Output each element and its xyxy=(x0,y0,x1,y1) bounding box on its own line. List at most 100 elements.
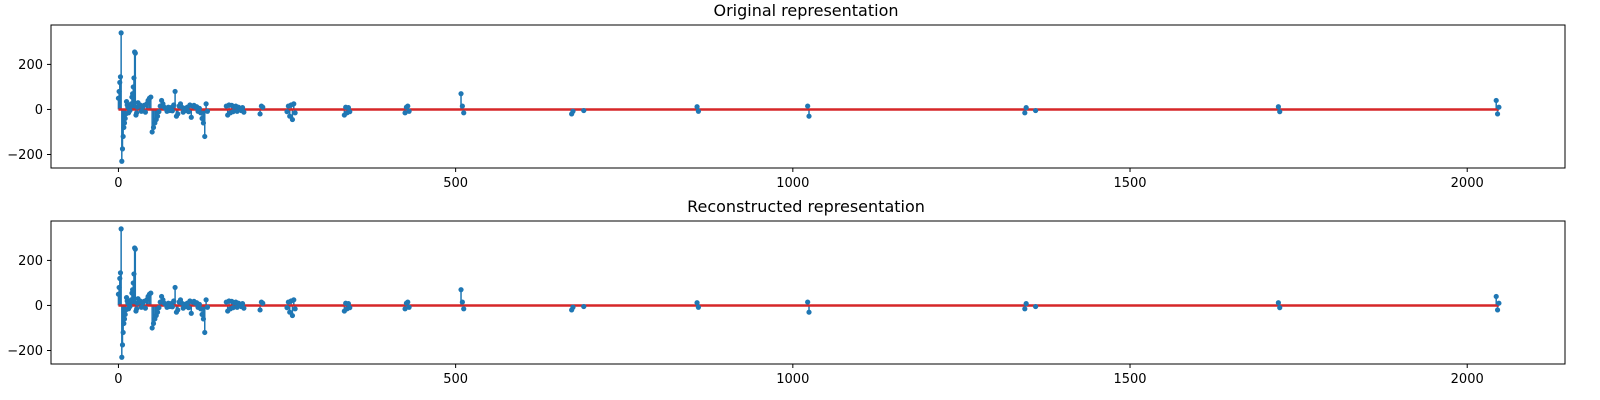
stem-marker xyxy=(1023,105,1029,111)
stem-marker xyxy=(196,105,202,111)
x-tick-label: 2000 xyxy=(1451,176,1484,191)
stem-marker xyxy=(204,304,211,310)
x-tick-label: 0 xyxy=(114,176,122,191)
stem-marker xyxy=(461,110,467,116)
stem-marker xyxy=(198,110,204,116)
stem-marker xyxy=(1277,109,1283,115)
stem-marker xyxy=(121,320,127,327)
x-tick-label: 1000 xyxy=(776,372,809,387)
stem-marker xyxy=(149,129,155,135)
stem-marker xyxy=(805,103,811,109)
stem-marker xyxy=(172,88,178,95)
stem-marker xyxy=(203,297,209,303)
y-tick-label: 200 xyxy=(18,254,43,269)
stem-marker xyxy=(241,305,247,311)
stem-marker xyxy=(122,115,128,122)
stem-marker xyxy=(1494,111,1501,117)
stem-marker xyxy=(185,109,192,115)
stem-marker xyxy=(115,291,122,297)
stem-marker xyxy=(1493,97,1499,104)
stem-marker xyxy=(116,284,122,291)
stem-marker xyxy=(458,287,464,293)
stem-marker xyxy=(459,103,465,109)
stem-marker xyxy=(200,316,207,322)
stem-marker xyxy=(138,108,144,114)
stem-marker xyxy=(154,309,161,315)
stem-marker xyxy=(292,306,298,312)
stem-marker xyxy=(1022,110,1028,116)
stem-marker xyxy=(289,116,296,123)
axes-frame xyxy=(50,24,1566,169)
stem-marker xyxy=(156,109,162,115)
stem-marker xyxy=(119,354,125,360)
stem-marker xyxy=(148,290,154,296)
stem-marker xyxy=(257,111,263,117)
stem-marker xyxy=(203,101,209,107)
y-tick-label: −200 xyxy=(7,344,43,359)
stem-marker xyxy=(121,124,127,131)
stem-series xyxy=(115,30,1502,164)
stem-marker xyxy=(131,271,137,277)
stem-marker xyxy=(458,91,464,97)
stem-marker xyxy=(200,120,207,126)
panel-title: Original representation xyxy=(713,1,898,20)
stem-marker xyxy=(260,104,266,110)
stem-marker xyxy=(347,305,353,311)
stem-series xyxy=(115,226,1502,360)
stem-marker xyxy=(127,107,133,114)
stem-marker xyxy=(171,298,177,304)
stem-marker xyxy=(694,104,700,110)
stem-marker xyxy=(119,342,126,348)
stem-marker xyxy=(122,311,128,318)
axes-frame xyxy=(50,220,1566,365)
stem-marker xyxy=(169,304,175,310)
stem-marker xyxy=(119,146,126,152)
stem-marker xyxy=(199,115,205,122)
stem-marker xyxy=(1022,306,1028,312)
stem-marker xyxy=(1493,293,1499,300)
stem-marker xyxy=(171,102,177,108)
stem-marker xyxy=(185,305,192,311)
stem-marker xyxy=(402,110,408,116)
stem-marker xyxy=(694,300,700,306)
stem-marker xyxy=(1033,303,1039,310)
stem-marker xyxy=(150,320,157,327)
axis-ticks: 0 500 1000 1500 2000 −200 0 200 xyxy=(7,254,1483,387)
stem-marker xyxy=(581,107,587,114)
stem-marker xyxy=(239,301,246,307)
stem-marker xyxy=(130,91,136,97)
stem-marker xyxy=(241,109,247,115)
stem-marker xyxy=(284,305,290,311)
y-tick-label: 200 xyxy=(18,58,43,73)
original-representation-panel: Original representation 0 500 1000 1500 2000… xyxy=(7,1,1566,191)
stem-marker xyxy=(402,306,408,312)
x-tick-label: 1500 xyxy=(1113,372,1146,387)
stem-marker xyxy=(292,110,298,116)
stem-marker xyxy=(461,306,467,312)
stem-marker xyxy=(257,307,263,313)
stem-marker xyxy=(127,303,133,310)
stem-marker xyxy=(196,301,202,307)
stem-marker xyxy=(570,304,576,310)
stem-marker xyxy=(202,133,208,140)
stem-marker xyxy=(406,304,412,310)
stem-marker xyxy=(175,111,181,117)
x-tick-label: 1500 xyxy=(1113,176,1146,191)
stem-marker xyxy=(188,310,194,316)
stem-marker xyxy=(1277,305,1283,311)
stem-marker xyxy=(1496,300,1502,306)
axis-ticks: 0 500 1000 1500 2000 −200 0 200 xyxy=(7,58,1483,191)
stem-marker xyxy=(115,95,122,101)
stem-marker xyxy=(204,108,211,114)
stem-marker xyxy=(142,109,149,115)
stem-marker xyxy=(169,108,175,114)
stem-marker xyxy=(239,105,246,111)
stem-marker xyxy=(405,103,411,109)
stem-marker xyxy=(118,226,124,232)
stem-marker xyxy=(175,307,181,313)
stem-marker xyxy=(1275,104,1281,110)
stem-marker xyxy=(291,297,297,303)
stem-marker xyxy=(695,304,702,310)
panel-title: Reconstructed representation xyxy=(687,197,925,216)
stem-marker xyxy=(581,303,587,310)
